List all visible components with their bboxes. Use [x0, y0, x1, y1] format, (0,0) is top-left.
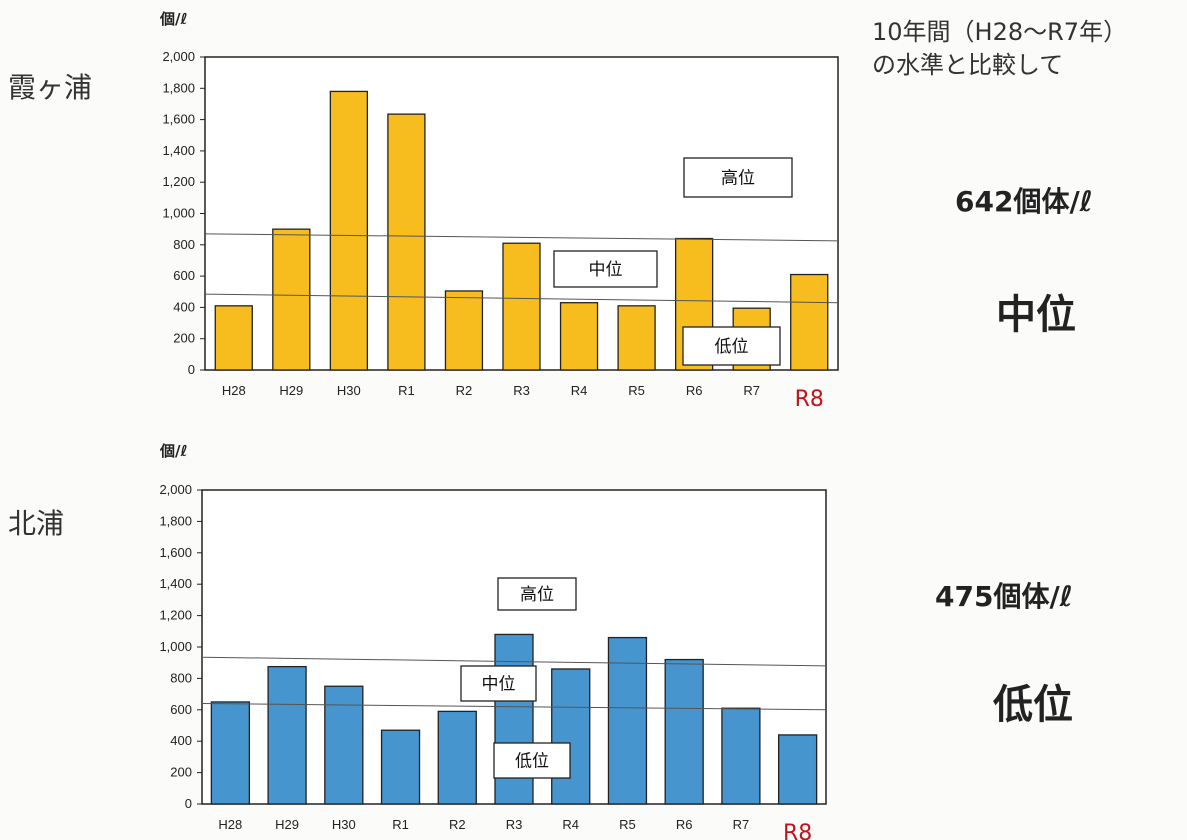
band-label-kitaura-2: 低位: [515, 752, 549, 772]
y-tick-label-kasumigaura: 1,000: [162, 206, 195, 221]
y-tick-label-kasumigaura: 1,600: [162, 112, 195, 127]
y-tick-label-kitaura: 400: [170, 733, 192, 748]
bar-kitaura-R8: [777, 734, 818, 805]
y-tick-label-kitaura: 1,400: [159, 576, 192, 591]
x-tick-label-kasumigaura-R5: R5: [628, 383, 645, 398]
y-tick-label-kitaura: 1,000: [159, 639, 192, 654]
y-tick-label-kasumigaura: 1,200: [162, 174, 195, 189]
bar-kasumigaura-H28: [214, 305, 253, 371]
band-box-kitaura-1: [460, 665, 537, 702]
y-tick-label-kasumigaura: 2,000: [162, 49, 195, 64]
bar-kasumigaura-R1: [387, 113, 426, 371]
bar-kasumigaura-H30: [329, 90, 369, 371]
current-level-kasumigaura: 中位: [996, 292, 1076, 338]
x-tick-label-kasumigaura-H30: H30: [337, 383, 361, 398]
current-value-kasumigaura: 642個体/ℓ: [955, 185, 1093, 218]
x-tick-label-kasumigaura-R1: R1: [398, 383, 415, 398]
lake-name-kasumigaura: 霞ヶ浦: [8, 71, 93, 104]
y-tick-label-kasumigaura: 200: [173, 331, 195, 346]
x-tick-label-kasumigaura-R3: R3: [513, 383, 530, 398]
x-tick-label-kitaura-R4: R4: [562, 817, 579, 832]
bar-kitaura-R5: [607, 636, 648, 805]
bar-kitaura-R1: [380, 729, 421, 805]
band-box-kitaura-0: [497, 577, 577, 611]
y-tick-label-kasumigaura: 400: [173, 299, 195, 314]
y-tick-label-kitaura: 2,000: [159, 482, 192, 497]
x-tick-label-kitaura-H28: H28: [218, 817, 242, 832]
x-tick-label-kasumigaura-R2: R2: [456, 383, 473, 398]
threshold-line-kasumigaura-1: [204, 293, 839, 304]
x-tick-label-kitaura-R3: R3: [506, 817, 523, 832]
band-label-kitaura-0: 高位: [520, 585, 554, 605]
current-level-kitaura: 低位: [993, 682, 1073, 728]
bar-kitaura-R6: [664, 658, 704, 805]
x-tick-label-kitaura-R7: R7: [733, 817, 750, 832]
bar-kasumigaura-H29: [272, 228, 311, 371]
bar-kitaura-H28: [210, 701, 251, 805]
band-label-kasumigaura-1: 中位: [589, 260, 623, 280]
y-unit-label-kasumigaura: 個/ℓ: [160, 10, 188, 28]
bar-kasumigaura-R3: [502, 242, 541, 371]
band-label-kasumigaura-0: 高位: [721, 169, 755, 189]
bar-kitaura-R4: [551, 668, 591, 805]
y-tick-label-kitaura: 800: [170, 670, 192, 685]
threshold-line-kitaura-1: [201, 703, 827, 711]
x-tick-label-kasumigaura-R8: R8: [795, 387, 824, 412]
bar-kitaura-R2: [437, 710, 477, 805]
x-tick-label-kitaura-H29: H29: [275, 817, 299, 832]
threshold-line-kitaura-0: [201, 656, 827, 667]
bar-kitaura-H29: [267, 665, 307, 805]
bar-kitaura-R7: [721, 707, 761, 805]
y-tick-label-kitaura: 600: [170, 702, 192, 717]
x-tick-label-kitaura-R2: R2: [449, 817, 466, 832]
comparison-note: 10年間（H28〜R7年） の水準と比較して: [872, 16, 1127, 82]
x-tick-label-kasumigaura-H29: H29: [279, 383, 303, 398]
x-tick-label-kitaura-R1: R1: [392, 817, 409, 832]
x-tick-label-kitaura-R6: R6: [676, 817, 693, 832]
bar-kasumigaura-R5: [617, 305, 656, 371]
x-tick-label-kasumigaura-R4: R4: [571, 383, 588, 398]
x-tick-label-kasumigaura-H28: H28: [222, 383, 246, 398]
x-tick-label-kitaura-H30: H30: [332, 817, 356, 832]
comparison-note-line2: の水準と比較して: [872, 51, 1064, 79]
bar-kitaura-H30: [324, 685, 364, 805]
y-tick-label-kitaura: 1,800: [159, 513, 192, 528]
y-tick-label-kasumigaura: 800: [173, 237, 195, 252]
y-tick-label-kitaura: 0: [185, 796, 192, 811]
lake-name-kitaura: 北浦: [8, 507, 65, 540]
band-box-kasumigaura-0: [683, 157, 793, 198]
band-label-kasumigaura-2: 低位: [715, 337, 749, 357]
y-tick-label-kasumigaura: 0: [188, 362, 195, 377]
comparison-note-line1: 10年間（H28〜R7年）: [872, 18, 1128, 46]
y-tick-label-kitaura: 200: [170, 765, 192, 780]
current-value-kitaura: 475個体/ℓ: [935, 580, 1073, 613]
band-box-kasumigaura-1: [553, 250, 658, 288]
y-unit-label-kitaura: 個/ℓ: [160, 442, 188, 460]
band-label-kitaura-1: 中位: [482, 675, 516, 695]
threshold-line-kasumigaura-0: [204, 233, 839, 242]
x-tick-label-kasumigaura-R6: R6: [686, 383, 703, 398]
x-tick-label-kitaura-R5: R5: [619, 817, 636, 832]
bar-kasumigaura-R2: [444, 290, 484, 371]
bar-kasumigaura-R4: [559, 302, 599, 371]
y-tick-label-kasumigaura: 1,800: [162, 80, 195, 95]
y-tick-label-kasumigaura: 1,400: [162, 143, 195, 158]
band-box-kasumigaura-2: [682, 326, 781, 366]
y-tick-label-kitaura: 1,600: [159, 545, 192, 560]
bar-kasumigaura-R8: [790, 273, 829, 371]
y-tick-label-kasumigaura: 600: [173, 268, 195, 283]
y-tick-label-kitaura: 1,200: [159, 608, 192, 623]
x-tick-label-kitaura-R8: R8: [783, 821, 812, 840]
band-box-kitaura-2: [493, 742, 571, 779]
x-tick-label-kasumigaura-R7: R7: [743, 383, 760, 398]
